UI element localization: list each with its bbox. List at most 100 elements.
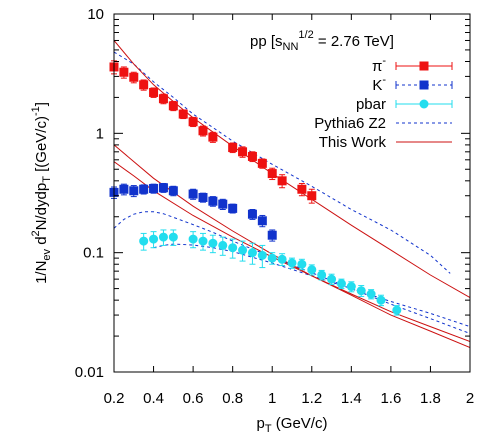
square-marker <box>257 158 267 168</box>
circle-marker <box>238 245 248 255</box>
data-point-π <box>238 146 248 158</box>
data-point-pbar <box>277 253 287 267</box>
square-marker <box>158 94 168 104</box>
square-marker <box>188 117 198 127</box>
data-point-K <box>208 196 218 207</box>
square-marker <box>267 169 277 179</box>
data-point-K <box>218 198 228 211</box>
data-point-π <box>149 87 159 98</box>
data-point-π <box>257 158 267 169</box>
x-tick-label: 1.4 <box>341 390 362 407</box>
circle-marker <box>356 286 366 296</box>
square-marker <box>208 132 218 142</box>
circle-marker <box>366 289 376 299</box>
data-point-π <box>198 125 208 137</box>
circle-marker <box>327 274 337 284</box>
data-point-pbar <box>376 294 386 307</box>
square-marker <box>178 109 188 119</box>
data-point-K <box>247 209 257 220</box>
circle-marker <box>158 232 168 242</box>
y-tick-label: 1 <box>96 125 104 142</box>
legend-label: This Work <box>319 134 387 151</box>
legend-circle-marker <box>419 99 429 109</box>
data-point-π <box>158 93 168 105</box>
square-marker <box>218 199 228 209</box>
legend-square-marker <box>419 61 429 71</box>
circle-marker <box>228 243 238 253</box>
circle-marker <box>267 253 277 263</box>
data-point-K <box>228 203 238 214</box>
square-marker <box>257 216 267 226</box>
square-marker <box>168 186 178 196</box>
legend-square-marker <box>419 80 429 90</box>
square-marker <box>119 184 129 194</box>
square-marker <box>158 183 168 193</box>
square-marker <box>129 186 139 196</box>
x-axis-title: pT (GeV/c) <box>257 415 328 435</box>
square-marker <box>247 209 257 219</box>
data-point-K <box>139 184 149 195</box>
circle-marker <box>392 305 402 315</box>
data-point-pbar <box>168 229 178 246</box>
data-point-K <box>119 183 129 196</box>
circle-marker <box>336 279 346 289</box>
data-point-pbar <box>327 273 337 286</box>
circle-marker <box>277 254 287 264</box>
circle-marker <box>139 236 149 246</box>
data-point-pbar <box>297 258 307 271</box>
circle-marker <box>198 236 208 246</box>
data-point-pbar <box>307 264 317 276</box>
square-marker <box>228 203 238 213</box>
data-point-pbar <box>139 232 149 251</box>
data-point-pbar <box>356 285 366 297</box>
data-point-pbar <box>317 269 327 281</box>
circle-marker <box>218 240 228 250</box>
plot-frame <box>113 13 471 373</box>
ticks-layer: 0.2 0.4 0.6 0.8 1 1.2 1.4 1.6 1.8 2 0.01 0.1 1 10 <box>75 6 474 407</box>
data-point-K <box>149 183 159 194</box>
data-point-π <box>247 151 257 163</box>
data-point-π <box>267 167 277 181</box>
x-tick-label: 0.6 <box>183 390 204 407</box>
data-point-K <box>129 185 139 198</box>
circle-marker <box>168 232 178 242</box>
data-point-pbar <box>392 305 402 316</box>
legend-label: π- <box>372 55 386 75</box>
square-marker <box>228 143 238 153</box>
y-axis-title: 1/Nev d2N/dydpT [(GeV/c)-1] <box>30 102 53 284</box>
data-point-π <box>228 142 238 154</box>
square-marker <box>129 72 139 82</box>
data-point-pbar <box>208 234 218 254</box>
square-marker <box>139 184 149 194</box>
pythia-curve-2 <box>153 243 470 328</box>
y-tick-label: 10 <box>87 6 104 23</box>
circle-marker <box>247 248 257 258</box>
data-point-pbar <box>198 232 208 251</box>
x-tick-label: 1 <box>268 390 276 407</box>
data-point-π <box>277 174 287 189</box>
curves-layer <box>114 40 470 349</box>
collision-annotation: pp [sNN1/2 = 2.76 TeV] <box>250 29 394 53</box>
data-point-K <box>267 229 277 242</box>
x-tick-label: 1.8 <box>420 390 441 407</box>
circle-marker <box>208 238 218 248</box>
data-point-pbar <box>287 257 297 269</box>
square-marker <box>119 67 129 77</box>
square-marker <box>238 147 248 157</box>
square-marker <box>168 101 178 111</box>
data-point-pbar <box>149 231 159 249</box>
square-marker <box>307 191 317 201</box>
circle-marker <box>188 234 198 244</box>
x-tick-label: 0.4 <box>143 390 164 407</box>
circle-marker <box>317 270 327 280</box>
square-marker <box>247 151 257 161</box>
data-point-K <box>158 182 168 193</box>
data-point-K <box>188 188 198 200</box>
legend: π-K-pbar Pythia6 Z2 This Work <box>314 55 453 151</box>
circle-marker <box>307 265 317 275</box>
pythia-curve-0 <box>114 51 451 274</box>
square-marker <box>208 196 218 206</box>
square-marker <box>297 184 307 194</box>
legend-label: pbar <box>356 96 386 113</box>
